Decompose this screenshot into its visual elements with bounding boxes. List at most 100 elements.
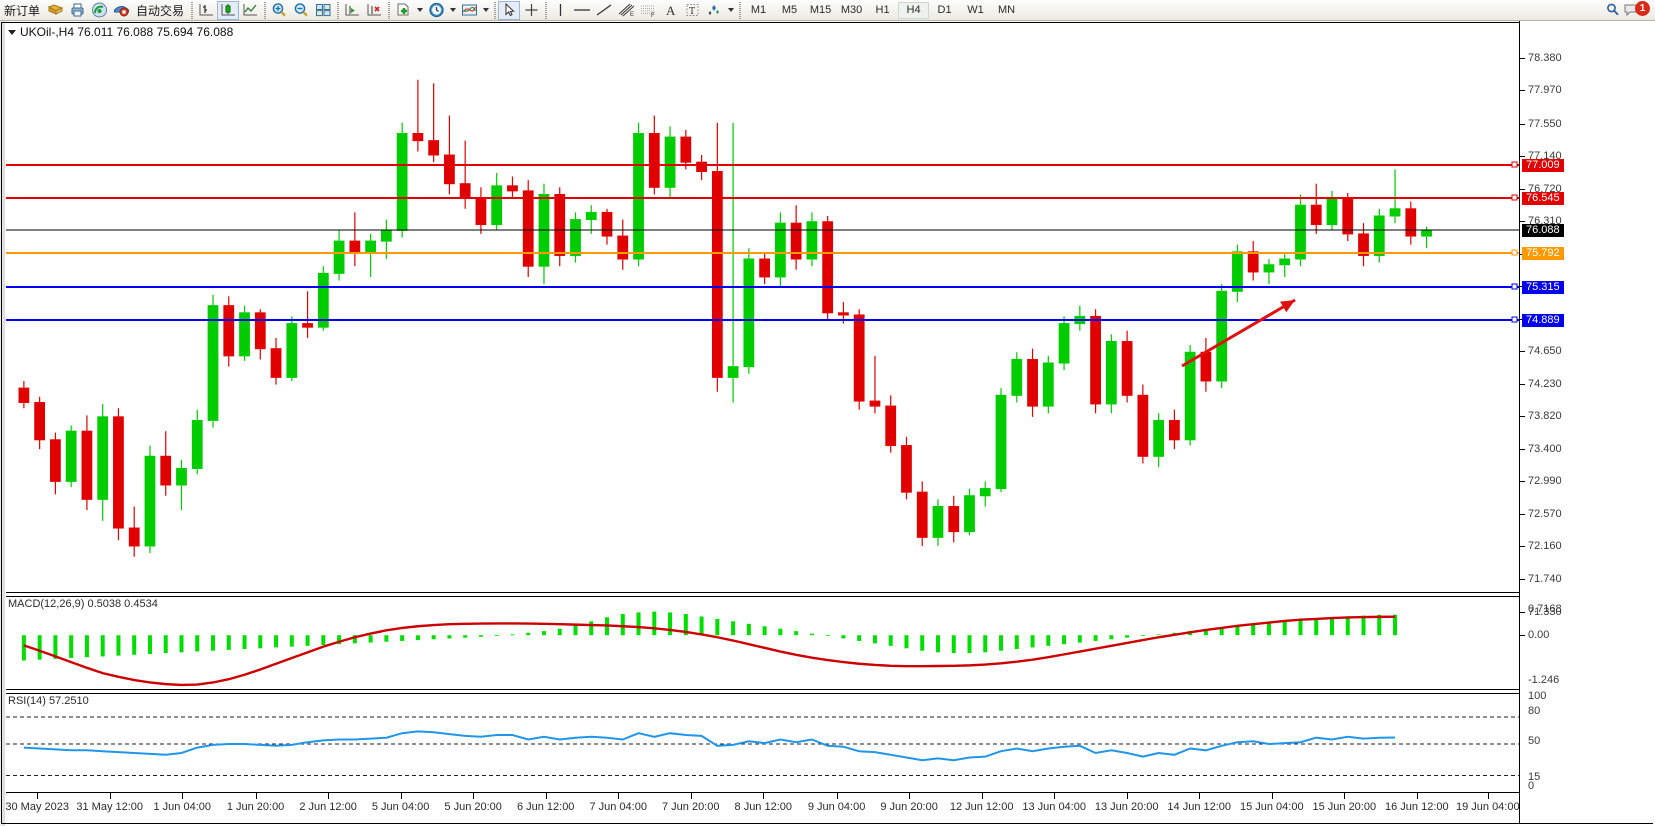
time-tick-label: 5 Jun 20:00	[444, 801, 502, 813]
expert-advisor-icon[interactable]	[110, 1, 132, 20]
indicators-dropdown-arrow[interactable]	[480, 1, 491, 20]
search-icon[interactable]	[1601, 1, 1623, 20]
price-axis[interactable]: 78.38077.97077.55077.14076.72076.31075.8…	[1519, 21, 1653, 823]
shapes-dropdown-arrow[interactable]	[725, 1, 736, 20]
svg-text:A: A	[666, 3, 676, 18]
printer-icon[interactable]	[66, 1, 88, 20]
new-object-icon[interactable]	[392, 1, 414, 20]
rsi-tick: 80	[1528, 705, 1541, 717]
text-label-icon[interactable]: T	[681, 1, 703, 20]
time-tick-mark	[1054, 793, 1056, 799]
time-tick-label: 2 Jun 12:00	[299, 801, 357, 813]
pivot-line-75792-tag[interactable]: 75.792	[1522, 247, 1564, 260]
time-tick-label: 6 Jun 12:00	[516, 801, 575, 813]
support-line-74889-tag[interactable]: 74.889	[1522, 314, 1564, 327]
time-tick-mark	[836, 793, 838, 799]
price-tick: 77.550	[1520, 118, 1562, 130]
folder-icon[interactable]	[44, 1, 66, 20]
price-tick: 71.740	[1520, 573, 1562, 585]
auto-scroll-icon[interactable]	[363, 1, 385, 20]
macd-panel-top	[6, 596, 1519, 597]
symbol-ohlc-text: UKOil-,H4 76.011 76.088 75.694 76.088	[20, 25, 234, 39]
price-tick: 73.820	[1520, 410, 1562, 422]
tile-windows-icon[interactable]	[312, 1, 334, 20]
resistance-line-76545-tag[interactable]: 76.545	[1522, 192, 1564, 205]
time-tick-mark	[1344, 793, 1346, 799]
timeframe-w1[interactable]: W1	[967, 4, 984, 16]
chart-shift-icon[interactable]	[341, 1, 363, 20]
toolbar-separator	[334, 1, 341, 19]
time-tick-label: 7 Jun 04:00	[589, 801, 647, 813]
equidistant-channel-icon[interactable]: E	[615, 1, 637, 20]
resistance-line-77009-tag[interactable]: 77.009	[1522, 159, 1564, 172]
time-tick-label: 16 Jun 12:00	[1385, 801, 1449, 813]
chart-plot-area[interactable]	[6, 21, 1519, 823]
price-tick: 73.400	[1520, 443, 1562, 455]
time-tick-label: 30 May 2023	[5, 801, 69, 813]
period-dropdown-arrow[interactable]	[447, 1, 458, 20]
signal-icon[interactable]	[88, 1, 110, 20]
autotrade-button[interactable]: 自动交易	[136, 3, 185, 18]
vertical-line-icon[interactable]	[549, 1, 571, 20]
timeframe-m15[interactable]: M15	[809, 4, 832, 16]
period-separator-icon[interactable]	[425, 1, 447, 20]
price-tick: 78.380	[1520, 52, 1562, 64]
rsi-tick: 50	[1528, 735, 1541, 747]
time-tick-mark	[690, 793, 692, 799]
time-tick-mark	[1199, 793, 1201, 799]
timeframe-m30[interactable]: M30	[840, 4, 863, 16]
timeframe-m1[interactable]: M1	[750, 4, 767, 16]
indicators-icon[interactable]	[458, 1, 480, 20]
fibonacci-icon[interactable]: F	[637, 1, 659, 20]
time-tick-mark	[1126, 793, 1128, 799]
time-tick-mark	[37, 793, 39, 799]
left-scrollbar[interactable]	[0, 21, 5, 826]
price-tick: 74.230	[1520, 378, 1562, 390]
crosshair-icon[interactable]	[520, 1, 542, 20]
text-icon[interactable]: A	[659, 1, 681, 20]
timeframe-h1[interactable]: H1	[875, 4, 890, 16]
chart-window[interactable]: UKOil-,H4 76.011 76.088 75.694 76.088 MA…	[0, 21, 1655, 826]
new-object-dropdown-arrow[interactable]	[414, 1, 425, 20]
shapes-icon[interactable]	[703, 1, 725, 20]
svg-text:T: T	[689, 6, 695, 17]
timeframe-h4[interactable]: H4	[898, 1, 930, 19]
candlestick-chart-icon[interactable]	[217, 0, 240, 20]
time-tick-mark	[473, 793, 475, 799]
last-price-line-76088-tag[interactable]: 76.088	[1522, 224, 1564, 237]
toolbar-separator	[261, 1, 268, 19]
main-toolbar: 新订单 自动交易	[0, 0, 1655, 21]
timeframe-m5[interactable]: M5	[781, 4, 798, 16]
support-line-75315-tag[interactable]: 75.315	[1522, 281, 1564, 294]
horizontal-line-icon[interactable]	[571, 1, 593, 20]
time-tick-mark	[328, 793, 330, 799]
time-tick-label: 8 Jun 12:00	[734, 801, 793, 813]
time-tick-mark	[909, 793, 911, 799]
timeframe-d1[interactable]: D1	[937, 4, 952, 16]
trendline-icon[interactable]	[593, 1, 615, 20]
line-chart-icon[interactable]	[239, 1, 261, 20]
cursor-icon[interactable]	[498, 0, 521, 20]
zoom-in-icon[interactable]	[268, 1, 290, 20]
time-tick-mark	[400, 793, 402, 799]
new-order-button[interactable]: 新订单	[4, 3, 41, 18]
time-tick-label: 15 Jun 04:00	[1239, 801, 1304, 813]
collapse-triangle-icon[interactable]	[8, 30, 16, 36]
time-tick-label: 13 Jun 04:00	[1022, 801, 1086, 813]
toolbar-separator	[542, 1, 549, 19]
macd-tick: 0.7168	[1528, 603, 1562, 615]
time-tick-label: 13 Jun 20:00	[1094, 801, 1159, 813]
price-tick: 72.990	[1520, 475, 1562, 487]
time-tick-label: 1 Jun 20:00	[226, 801, 285, 813]
time-tick-mark	[763, 793, 765, 799]
bar-chart-icon[interactable]	[195, 1, 217, 20]
time-tick-label: 9 Jun 20:00	[880, 801, 938, 813]
timeframe-mn[interactable]: MN	[997, 4, 1016, 16]
rsi-indicator-label: RSI(14) 57.2510	[8, 695, 89, 707]
notification-icon[interactable]: 1	[1623, 0, 1651, 20]
zoom-out-icon[interactable]	[290, 1, 312, 20]
price-tick: 72.570	[1520, 508, 1562, 520]
svg-text:E: E	[630, 12, 634, 18]
price-tick: 77.970	[1520, 84, 1562, 96]
macd-tick: -1.246	[1528, 674, 1560, 686]
